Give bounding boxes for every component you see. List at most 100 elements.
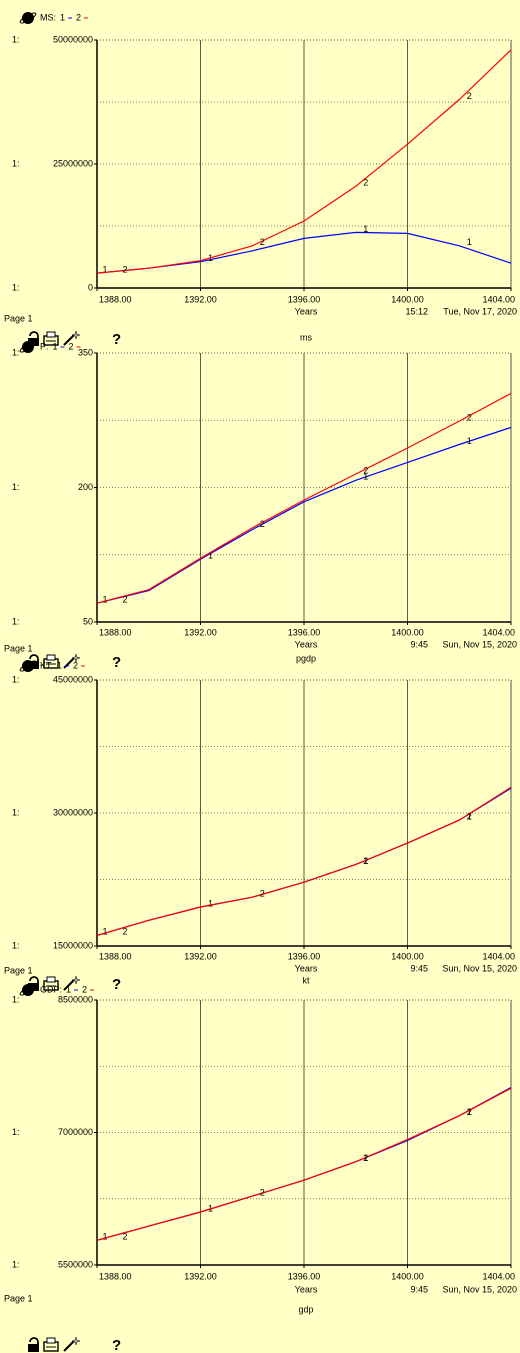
series-marker: 1 [363,472,368,482]
y-tick-label: 7000000 [58,1127,93,1137]
page-label: Page 1 [4,313,33,323]
series-marker: 2 [467,413,472,423]
x-tick-label: 1392.00 [184,1271,217,1281]
x-tick-label: 1388.00 [99,294,132,304]
x-tick-label: 1400.00 [391,951,424,961]
timestamp-time: 9:45 [410,1284,428,1294]
printer-paper [46,976,56,983]
x-tick-label: 1404.00 [482,294,515,304]
x-axis-label: Years [295,1284,318,1294]
legend-entry: 2 [73,660,78,670]
series-marker: 1 [208,898,213,908]
y-axis-prefix: 1: [12,282,20,292]
legend-entry: 1 [57,660,62,670]
series-marker: 2 [363,465,368,475]
lock-icon[interactable] [29,1337,39,1344]
panel-title: P: [40,341,49,351]
y-axis-prefix: 1: [12,807,20,817]
y-tick-label: 25000000 [53,158,93,168]
printer-paper [46,331,56,338]
timestamp-time: 9:45 [410,963,428,973]
wand-sparkle [71,975,81,985]
series-marker: 2 [260,237,265,247]
series-marker: 1 [467,811,472,821]
y-axis-prefix: 1: [12,158,20,168]
y-axis-prefix: 1: [12,34,20,44]
wand-sparkle [71,1336,81,1346]
help-button[interactable]: ? [112,1337,121,1353]
lock-icon[interactable] [29,654,39,661]
x-tick-label: 1400.00 [391,294,424,304]
series-line [96,392,512,604]
panel-title: KT: [40,660,53,670]
x-tick-label: 1396.00 [288,294,321,304]
lock-icon[interactable] [29,331,39,338]
y-tick-label: 350 [78,347,93,357]
page-label: Page 1 [4,1293,33,1303]
x-tick-label: 1392.00 [184,294,217,304]
help-button[interactable]: ? [112,976,121,993]
variable-name: pgdp [296,653,316,663]
y-tick-label: 5500000 [58,1259,93,1269]
x-axis-label: Years [295,639,318,649]
y-tick-label: 15000000 [53,940,93,950]
variable-name: kt [302,975,310,985]
x-tick-label: 1392.00 [184,627,217,637]
legend-entry: 2 [82,984,87,994]
series-line [96,786,512,936]
header-icon [22,341,34,353]
legend-entry: 2 [76,12,81,22]
series-marker: 1 [102,927,107,937]
lock-icon[interactable] [29,976,39,983]
header-icon-ring [19,12,37,24]
series-marker: 2 [363,178,368,188]
timestamp-time: 15:12 [405,306,428,316]
series-marker: 2 [363,1153,368,1163]
x-tick-label: 1404.00 [482,951,515,961]
series-marker: 2 [122,1232,127,1242]
y-axis-prefix: 1: [12,674,20,684]
series-marker: 2 [260,1187,265,1197]
y-tick-label: 8500000 [58,994,93,1004]
printer-paper [46,654,56,661]
x-tick-label: 1396.00 [288,951,321,961]
y-axis-prefix: 1: [12,994,20,1004]
help-button[interactable]: ? [112,654,121,671]
y-tick-label: 30000000 [53,807,93,817]
timestamp-time: 9:45 [410,639,428,649]
lock-body [28,1344,39,1352]
header-icon-ring [19,341,37,353]
header-icon [22,12,34,24]
series-marker: 2 [467,91,472,101]
lock-body [28,983,39,991]
legend-entry: 1 [53,341,58,351]
page-label: Page 1 [4,965,33,975]
series-marker: 1 [467,436,472,446]
series-marker: 2 [467,1107,472,1117]
y-axis-prefix: 1: [12,1259,20,1269]
series-marker: 1 [363,224,368,234]
y-axis-prefix: 1: [12,940,20,950]
series-marker: 1 [467,1107,472,1117]
wand-icon[interactable] [63,334,75,346]
series-marker: 1 [102,1232,107,1242]
x-tick-label: 1404.00 [482,627,515,637]
wand-icon[interactable] [63,979,75,991]
page-label: Page 1 [4,643,33,653]
series-marker: 2 [122,927,127,937]
panel-title: GDP: [40,984,62,994]
series-line [96,1087,512,1241]
y-tick-label: 0 [88,282,93,292]
x-tick-label: 1396.00 [288,627,321,637]
timestamp-date: Tue, Nov 17, 2020 [443,306,517,316]
series-marker: 2 [467,811,472,821]
wand-icon[interactable] [63,1340,75,1352]
header-icon [22,984,34,996]
variable-name: gdp [298,1304,313,1314]
help-button[interactable]: ? [112,331,121,348]
x-tick-label: 1388.00 [99,627,132,637]
y-axis-prefix: 1: [12,347,20,357]
series-marker: 1 [102,264,107,274]
y-axis-prefix: 1: [12,616,20,626]
